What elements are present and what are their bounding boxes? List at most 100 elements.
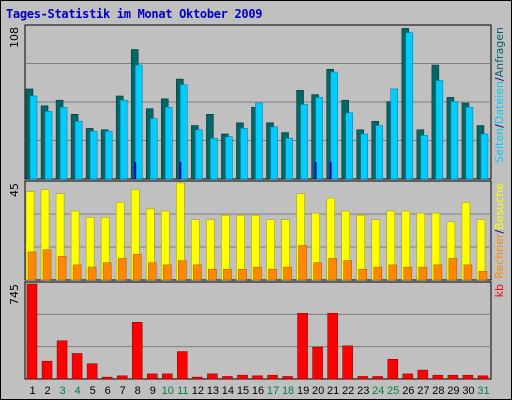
bar-rechner (57, 256, 67, 281)
bar-dateien (104, 130, 113, 180)
legend-entry: kb (493, 284, 506, 297)
bar-dateien (390, 88, 399, 180)
bar-rechner (403, 266, 413, 281)
bar-dateien (44, 111, 53, 180)
bar-kb (252, 375, 263, 380)
bar-dateien (360, 133, 368, 180)
bar-rechner (268, 268, 277, 281)
legend-entry: Besuche (493, 183, 506, 230)
legend-separator: / (493, 230, 506, 234)
bar-dateien (435, 80, 444, 180)
bar-rechner (448, 258, 458, 281)
legend-entry: Dateien (493, 81, 506, 124)
bar-dateien (465, 106, 474, 180)
x-tick-label: 30 (462, 385, 474, 397)
x-tick-label: 31 (477, 385, 489, 397)
bar-rechner (72, 264, 82, 281)
legend-bottom: kb (493, 284, 506, 297)
y-max-label-bottom: 745 (8, 284, 21, 305)
x-tick-label: 24 (372, 385, 384, 397)
bar-rechner (148, 262, 157, 281)
x-tick-label: 15 (237, 385, 249, 397)
bar-kb (267, 374, 278, 380)
x-tick-label: 18 (282, 385, 294, 397)
x-tick-label: 22 (342, 385, 354, 397)
bar-dateien (134, 64, 143, 180)
legend-separator: / (493, 77, 506, 81)
bar-rechner (283, 266, 292, 281)
bar-dateien (119, 99, 128, 180)
bar-dateien (180, 84, 188, 180)
bar-rechner (223, 268, 232, 281)
bar-kb (417, 369, 429, 380)
y-max-label-middle: 45 (8, 183, 21, 197)
panels (24, 24, 492, 380)
x-tick-labels: 1 2 3 4 5 6 7 8 9 10 11 12 13 14 15 16 17 18 19 20 21 22 23 24 2… (29, 385, 489, 397)
bar-dateien (270, 126, 278, 180)
bar-dateien (315, 97, 323, 180)
bar-rechner (298, 245, 307, 281)
bar-dateien (375, 125, 383, 180)
bar-kb (177, 351, 188, 380)
bar-rechner (328, 258, 337, 281)
bar-rechner (388, 264, 398, 281)
bar-rechner (193, 264, 202, 281)
y-max-labels: 108 45 745 (8, 27, 21, 305)
legend-middle: Rechner/Besuche (493, 183, 506, 279)
bar-rechner (178, 260, 187, 281)
bar-dateien (74, 121, 83, 180)
bar-rechner (163, 264, 172, 281)
bar-rechner (208, 268, 217, 281)
bar-rechner (358, 268, 367, 281)
bar-dateien (405, 32, 414, 180)
bar-kb (192, 376, 203, 380)
bar-kb (26, 283, 38, 380)
bar-kb (282, 376, 293, 380)
bar-dateien (210, 137, 218, 180)
bar-kb (162, 373, 173, 380)
bar-rechner (463, 264, 473, 281)
x-tick-label: 5 (90, 385, 96, 397)
bar-dateien (29, 95, 38, 180)
x-tick-label: 13 (207, 385, 219, 397)
x-tick-label: 9 (150, 385, 156, 397)
bar-kb (402, 373, 414, 380)
x-tick-label: 26 (402, 385, 414, 397)
bar-rechner (42, 249, 52, 281)
x-tick-label: 28 (432, 385, 444, 397)
bar-kb (86, 363, 98, 380)
bar-rechner (102, 262, 112, 281)
bar-rechner (253, 266, 262, 281)
bar-seiten (134, 162, 137, 179)
bar-kb (312, 346, 323, 380)
bar-kb (462, 374, 474, 380)
bar-rechner (478, 271, 488, 281)
bar-rechner (313, 262, 322, 281)
bar-rechner (117, 258, 127, 281)
bar-kb (447, 374, 459, 380)
x-tick-label: 8 (135, 385, 141, 397)
x-tick-label: 4 (75, 385, 81, 397)
x-tick-label: 27 (417, 385, 429, 397)
bar-dateien (195, 129, 203, 180)
bar-rechner (87, 266, 97, 281)
bar-kb (327, 313, 338, 380)
x-tick-label: 6 (105, 385, 111, 397)
x-tick-label: 1 (29, 385, 35, 397)
bar-kb (131, 322, 143, 380)
x-tick-label: 16 (252, 385, 264, 397)
bar-rechner (433, 264, 443, 281)
bar-kb (432, 374, 444, 380)
bar-kb (101, 376, 113, 380)
bar-kb (372, 376, 383, 380)
x-tick-label: 12 (192, 385, 204, 397)
bar-besuche (476, 219, 486, 281)
bar-rechner (132, 253, 142, 281)
bar-seiten (179, 162, 182, 179)
bar-dateien (330, 71, 338, 180)
bar-kb (56, 340, 68, 380)
x-tick-label: 20 (312, 385, 324, 397)
